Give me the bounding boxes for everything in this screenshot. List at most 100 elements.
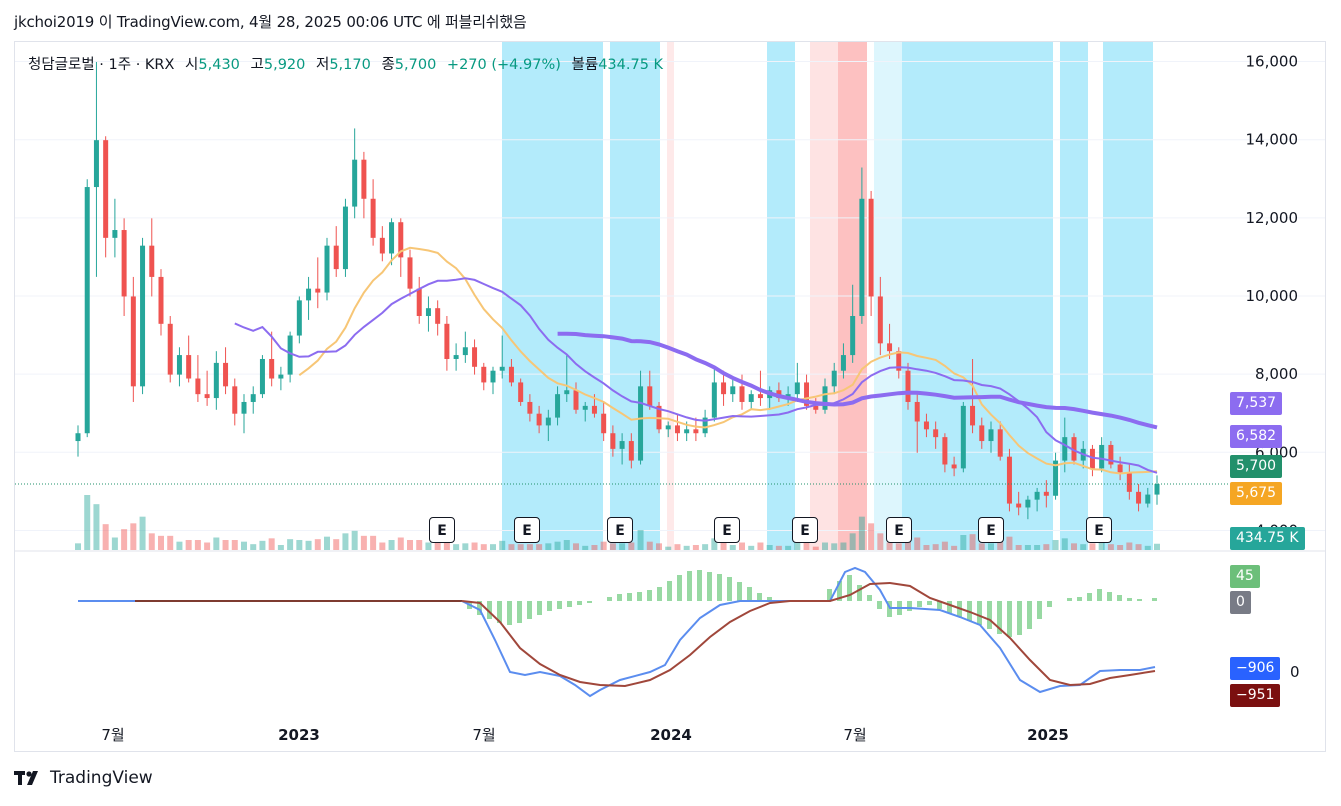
candle-body bbox=[997, 429, 1003, 457]
macd-histogram-bar bbox=[1087, 593, 1092, 601]
volume-bar bbox=[471, 542, 478, 550]
volume-bar bbox=[388, 540, 395, 550]
candle-body bbox=[748, 394, 754, 402]
candle-body bbox=[1025, 499, 1031, 508]
macd-histogram-bar bbox=[877, 601, 882, 609]
volume-bar bbox=[766, 545, 773, 550]
tradingview-footer[interactable]: TradingView bbox=[14, 768, 153, 788]
high-value: 5,920 bbox=[263, 57, 306, 73]
macd-histogram-bar bbox=[747, 587, 752, 601]
volume-bar bbox=[905, 540, 911, 550]
candle-body bbox=[204, 394, 210, 399]
candle-body bbox=[342, 206, 348, 270]
volume-bar bbox=[720, 542, 727, 550]
earnings-marker[interactable]: E bbox=[514, 517, 540, 543]
candle-body bbox=[84, 187, 90, 434]
macd-line bbox=[461, 566, 1156, 698]
macd-histogram-bar bbox=[547, 601, 552, 611]
candle-body bbox=[840, 355, 846, 371]
earnings-marker[interactable]: E bbox=[714, 517, 740, 543]
volume-bar bbox=[1052, 540, 1059, 550]
candle-body bbox=[453, 355, 459, 359]
symbol-legend: 청담글로벌 · 1주 · KRX 시5,430 고5,920 저5,170 종5… bbox=[28, 53, 663, 74]
candle-body bbox=[167, 323, 173, 375]
volume-bar bbox=[840, 542, 847, 550]
macd-histogram-bar bbox=[1007, 601, 1012, 637]
earnings-marker[interactable]: E bbox=[792, 517, 818, 543]
volume-bar bbox=[886, 542, 893, 550]
volume-bar bbox=[148, 533, 155, 550]
candle-body bbox=[555, 394, 561, 418]
candle-body bbox=[472, 347, 478, 367]
macd-histogram-bar bbox=[1117, 595, 1122, 601]
volume-bar bbox=[526, 544, 533, 550]
candle-body bbox=[1053, 460, 1059, 496]
volume-bar bbox=[978, 543, 985, 550]
candle-body bbox=[619, 441, 625, 449]
candle-body bbox=[859, 198, 865, 316]
x-tick-label: 7월 bbox=[101, 726, 124, 744]
volume-bar bbox=[877, 533, 884, 550]
volume-bar bbox=[333, 539, 340, 550]
candle-body bbox=[850, 316, 856, 356]
earnings-marker[interactable]: E bbox=[978, 517, 1004, 543]
earnings-marker[interactable]: E bbox=[429, 517, 455, 543]
low-value: 5,170 bbox=[329, 57, 371, 73]
volume-bar bbox=[93, 504, 100, 550]
volume-bar bbox=[573, 543, 579, 550]
volume-bar bbox=[563, 540, 570, 550]
volume-bar bbox=[287, 539, 294, 550]
candle-body bbox=[444, 323, 450, 359]
volume-bar bbox=[167, 535, 174, 550]
candle-body bbox=[942, 437, 948, 465]
candle-body bbox=[739, 386, 745, 402]
macd-histogram-bar bbox=[577, 601, 582, 605]
candle-body bbox=[296, 300, 302, 336]
volume-bar bbox=[609, 543, 616, 550]
volume-bar bbox=[342, 533, 349, 550]
candle-body bbox=[232, 386, 238, 414]
x-tick-label: 2025 bbox=[1027, 726, 1069, 744]
candle-body bbox=[361, 159, 367, 199]
macd-value-tag: −906 bbox=[1230, 657, 1281, 680]
candle-body bbox=[905, 370, 911, 402]
earnings-marker[interactable]: E bbox=[1086, 517, 1112, 543]
candle-body bbox=[223, 362, 229, 387]
ma-fast-price-tag: 5,675 bbox=[1230, 482, 1283, 505]
candle-body bbox=[140, 245, 146, 387]
ma-slow-price-tag: 7,537 bbox=[1230, 392, 1283, 415]
candle-body bbox=[887, 343, 893, 352]
macd-histogram-bar bbox=[737, 582, 742, 601]
macd-histogram-bar bbox=[607, 597, 612, 601]
earnings-marker[interactable]: E bbox=[607, 517, 633, 543]
candle-body bbox=[591, 405, 597, 414]
macd-histogram-bar bbox=[827, 589, 832, 601]
volume-bar bbox=[296, 540, 303, 550]
macd-histogram-bar bbox=[637, 592, 642, 601]
volume-bar bbox=[1071, 543, 1077, 550]
candle-body bbox=[213, 362, 219, 399]
candle-body bbox=[923, 421, 929, 430]
volume-bar bbox=[794, 541, 801, 550]
y-tick-label: 16,000 bbox=[1246, 53, 1299, 71]
volume-bar bbox=[692, 545, 699, 550]
candle-body bbox=[195, 378, 201, 395]
macd-histogram-bar bbox=[917, 601, 922, 607]
volume-bar bbox=[176, 541, 183, 550]
candle-body bbox=[315, 288, 321, 293]
candle-body bbox=[647, 386, 653, 406]
candle-body bbox=[379, 237, 385, 254]
macd-histogram-bar bbox=[867, 595, 872, 601]
volume-bar bbox=[960, 535, 967, 550]
volume-bar bbox=[268, 538, 275, 550]
volume-bar bbox=[785, 545, 792, 550]
candle-body bbox=[176, 355, 182, 375]
close-label: 종 bbox=[381, 57, 395, 73]
candle-body bbox=[933, 429, 939, 438]
earnings-marker[interactable]: E bbox=[886, 517, 912, 543]
candle-body bbox=[93, 140, 99, 188]
volume-bar bbox=[1006, 536, 1013, 550]
candle-body bbox=[352, 159, 358, 207]
candle-body bbox=[158, 276, 164, 324]
